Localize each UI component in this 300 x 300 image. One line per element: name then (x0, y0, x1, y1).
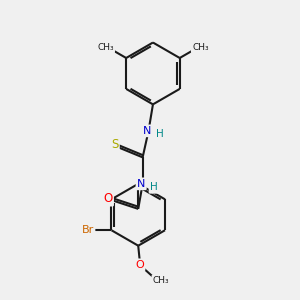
Text: N: N (143, 126, 151, 136)
Text: CH₃: CH₃ (153, 276, 169, 285)
Text: H: H (150, 182, 158, 192)
Text: CH₃: CH₃ (192, 43, 208, 52)
Text: O: O (135, 260, 144, 270)
Text: CH₃: CH₃ (97, 43, 114, 52)
Text: Br: Br (82, 225, 94, 235)
Text: S: S (111, 138, 118, 151)
Text: H: H (156, 129, 164, 140)
Text: N: N (137, 179, 146, 189)
Text: O: O (103, 192, 112, 205)
